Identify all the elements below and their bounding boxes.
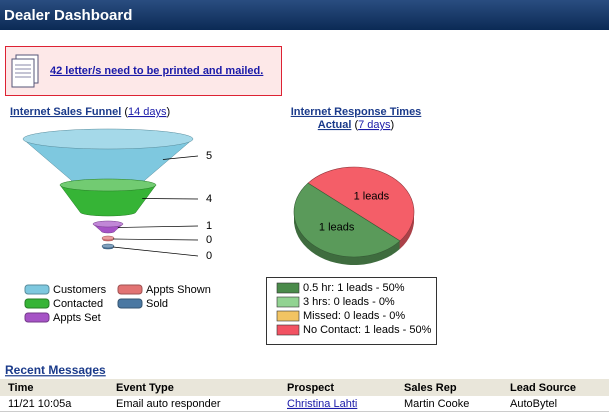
- pie-slice: [307, 166, 415, 242]
- table-cell[interactable]: Christina Lahti: [287, 398, 357, 410]
- funnel-value: 0: [206, 234, 212, 246]
- paren: ): [391, 119, 395, 131]
- funnel-value: 1: [206, 220, 212, 232]
- funnel-stage-top: [101, 235, 115, 241]
- legend-label: Contacted: [53, 298, 103, 310]
- column-header: Time: [8, 382, 33, 394]
- funnel-stage-top: [101, 243, 115, 249]
- legend-label: Appts Set: [53, 312, 101, 324]
- response-subtitle: Actual: [318, 119, 352, 131]
- table-cell: AutoBytel: [510, 398, 557, 410]
- legend-label: No Contact: 1 leads - 50%: [303, 324, 432, 336]
- column-header: Lead Source: [510, 382, 576, 394]
- legend-swatch: [24, 284, 50, 295]
- letter-icon: [11, 54, 39, 88]
- legend-swatch: [24, 298, 50, 309]
- legend-label: Customers: [53, 284, 107, 296]
- legend-label: Sold: [146, 298, 168, 310]
- column-header: Prospect: [287, 382, 334, 394]
- legend-swatch: [24, 312, 50, 323]
- funnel-period[interactable]: 14 days: [128, 106, 167, 118]
- response-title: Internet Response Times: [291, 106, 422, 118]
- funnel-stage-top: [59, 178, 157, 192]
- column-header: Sales Rep: [404, 382, 457, 394]
- legend-swatch: [276, 296, 300, 308]
- header-bar: [0, 0, 609, 30]
- header-title: Dealer Dashboard: [4, 7, 132, 24]
- legend-swatch: [117, 298, 143, 309]
- funnel-title: Internet Sales Funnel: [10, 106, 121, 118]
- legend-swatch: [117, 284, 143, 295]
- funnel-stage-top: [22, 128, 194, 150]
- legend-label: 0.5 hr: 1 leads - 50%: [303, 282, 405, 294]
- table-cell: Martin Cooke: [404, 398, 469, 410]
- legend-swatch: [276, 282, 300, 294]
- legend-label: Appts Shown: [146, 284, 211, 296]
- slice-label: 1 leads: [319, 221, 355, 233]
- table-header: [0, 379, 609, 396]
- column-header: Event Type: [116, 382, 174, 394]
- table-cell: 11/21 10:05a: [8, 398, 72, 410]
- leader-line: [117, 225, 199, 228]
- alert-link[interactable]: 42 letter/s need to be printed and maile…: [50, 65, 263, 77]
- funnel-value: 0: [206, 250, 212, 262]
- funnel-stage: [59, 184, 157, 217]
- legend-swatch: [276, 324, 300, 336]
- funnel-value: 4: [206, 193, 212, 205]
- legend-swatch: [276, 310, 300, 322]
- paren: ): [167, 106, 171, 118]
- paren: (: [354, 119, 358, 131]
- funnel-heading: Internet Sales Funnel (14 days): [10, 106, 170, 118]
- leader-line: [162, 155, 199, 160]
- funnel-stage-top: [92, 220, 124, 228]
- alert-box: [5, 46, 282, 96]
- legend-label: 3 hrs: 0 leads - 0%: [303, 296, 395, 308]
- leader-line: [112, 246, 199, 257]
- table-cell: Email auto responder: [116, 398, 221, 410]
- funnel-value: 5: [206, 150, 212, 162]
- pie-slice: [293, 182, 401, 258]
- leader-line: [112, 238, 199, 241]
- response-period[interactable]: 7 days: [358, 119, 391, 131]
- paren: (: [124, 106, 128, 118]
- legend-label: Missed: 0 leads - 0%: [303, 310, 405, 322]
- response-subheading: Actual (7 days): [318, 119, 394, 131]
- slice-label: 1 leads: [354, 190, 390, 202]
- leader-line: [142, 198, 199, 200]
- messages-title: Recent Messages: [5, 363, 106, 377]
